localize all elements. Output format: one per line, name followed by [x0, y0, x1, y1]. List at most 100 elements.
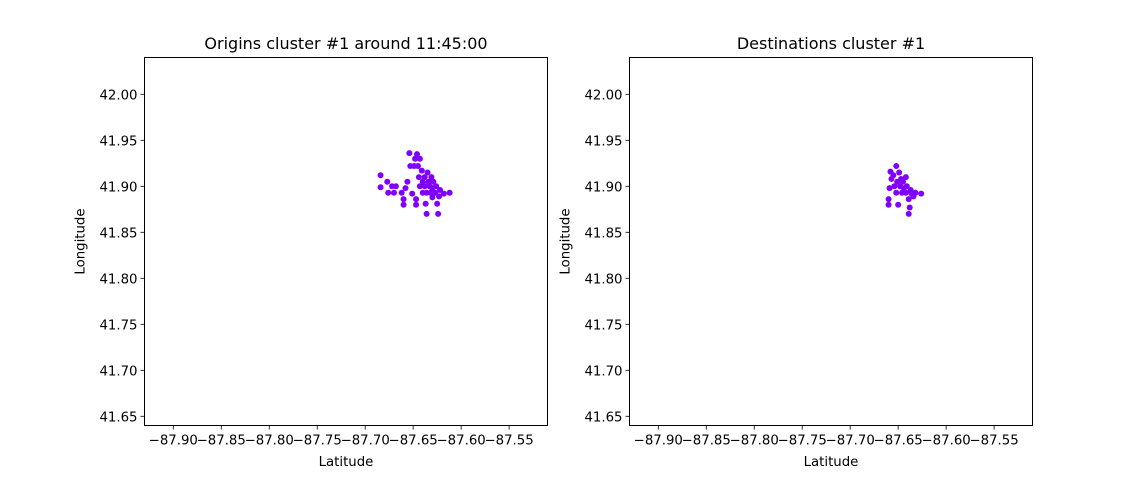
origins-data-point: [402, 185, 409, 192]
origins-data-point: [428, 174, 435, 181]
destinations-y-tick-label: 41.85: [584, 226, 622, 241]
origins-data-point: [377, 184, 384, 191]
destinations-data-point: [893, 189, 900, 196]
destinations-y-axis-label: Longitude: [559, 208, 574, 274]
origins-data-point: [418, 167, 425, 174]
destinations-data-point: [886, 185, 893, 192]
origins-data-point: [416, 155, 423, 162]
destinations-y-tick-label: 41.95: [584, 134, 622, 149]
destinations-y-tick-label: 41.70: [584, 364, 622, 379]
origins-data-point: [414, 163, 421, 170]
destinations-data-point: [896, 169, 903, 176]
origins-data-point: [414, 151, 420, 158]
origins-data-point: [419, 178, 426, 185]
destinations-x-axis-label: Latitude: [804, 455, 859, 470]
origins-y-tick-label: 41.90: [99, 180, 137, 195]
origins-chart: −87.90−87.85−87.80−87.75−87.70−87.65−87.…: [74, 34, 548, 470]
origins-x-tick-label: −87.75: [293, 434, 342, 449]
origins-data-point: [422, 200, 429, 207]
origins-data-point: [406, 150, 413, 157]
origins-y-tick-label: 41.95: [99, 134, 137, 149]
origins-data-point: [412, 155, 419, 162]
origins-data-point: [430, 178, 437, 185]
destinations-x-tick-label: −87.85: [682, 434, 731, 449]
destinations-chart: −87.90−87.85−87.80−87.75−87.70−87.65−87.…: [559, 34, 1033, 470]
origins-data-point: [415, 174, 422, 181]
destinations-y-tick-label: 41.75: [584, 318, 622, 333]
origins-data-point: [404, 178, 411, 185]
destinations-data-point: [903, 183, 910, 190]
origins-data-point: [416, 183, 423, 190]
origins-y-axis-label: Longitude: [74, 208, 89, 274]
origins-data-point: [427, 189, 434, 196]
origins-x-axis-label: Latitude: [319, 455, 374, 470]
destinations-data-point: [895, 201, 902, 208]
origins-y-tick-label: 41.75: [99, 318, 137, 333]
origins-data-point: [400, 196, 407, 203]
origins-data-point: [434, 200, 441, 207]
destinations-axes-frame: [629, 57, 1033, 426]
origins-data-point: [433, 183, 440, 190]
destinations-data-point: [890, 172, 897, 179]
destinations-y-tick-label: 41.65: [584, 410, 622, 425]
origins-y-tick-label: 42.00: [99, 88, 137, 103]
destinations-points: [885, 163, 925, 217]
destinations-data-point: [902, 189, 909, 196]
origins-data-point: [440, 190, 447, 197]
destinations-data-point: [885, 201, 892, 208]
origins-x-tick-label: −87.80: [245, 434, 294, 449]
origins-data-point: [398, 189, 405, 196]
destinations-data-point: [885, 196, 892, 203]
origins-data-point: [446, 189, 453, 196]
origins-data-point: [437, 186, 444, 193]
origins-x-tick-label: −87.85: [197, 434, 246, 449]
destinations-data-point: [891, 183, 898, 190]
origins-y-tick-label: 41.85: [99, 226, 137, 241]
destinations-y-tick-label: 42.00: [584, 88, 622, 103]
origins-x-tick-label: −87.55: [485, 434, 534, 449]
origins-y-tick-label: 41.70: [99, 364, 137, 379]
destinations-x-tick-label: −87.80: [730, 434, 779, 449]
destinations-data-point: [918, 190, 925, 197]
origins-data-point: [435, 210, 442, 217]
origins-data-point: [409, 190, 416, 197]
origins-y-tick-label: 41.65: [99, 410, 137, 425]
destinations-x-tick-label: −87.75: [778, 434, 827, 449]
origins-data-point: [425, 178, 432, 185]
origins-data-point: [392, 183, 399, 190]
destinations-chart-title: Destinations cluster #1: [737, 34, 925, 53]
origins-data-point: [421, 183, 428, 190]
origins-data-point: [385, 189, 392, 196]
destinations-data-point: [893, 163, 900, 170]
destinations-data-point: [905, 210, 912, 217]
destinations-x-tick-label: −87.70: [826, 434, 875, 449]
origins-x-tick-label: −87.65: [389, 434, 438, 449]
origins-data-point: [377, 172, 384, 179]
destinations-data-point: [906, 204, 913, 211]
origins-data-point: [413, 196, 420, 203]
origins-data-point: [432, 189, 439, 196]
origins-x-tick-label: −87.90: [149, 434, 198, 449]
origins-data-point: [421, 174, 428, 181]
origins-data-point: [390, 189, 397, 196]
destinations-x-tick-label: −87.55: [970, 434, 1019, 449]
destinations-x-tick-label: −87.90: [634, 434, 683, 449]
destinations-y-tick-label: 41.90: [584, 180, 622, 195]
destinations-x-tick-label: −87.60: [922, 434, 971, 449]
origins-axes-frame: [144, 57, 548, 426]
origins-x-tick-label: −87.70: [341, 434, 390, 449]
origins-data-point: [424, 169, 431, 176]
destinations-data-point: [902, 174, 909, 181]
origins-data-point: [413, 201, 420, 208]
destinations-data-point: [899, 178, 906, 185]
origins-data-point: [423, 210, 430, 217]
origins-data-point: [436, 193, 443, 200]
destinations-data-point: [905, 196, 912, 203]
origins-x-tick-label: −87.60: [437, 434, 486, 449]
destinations-data-point: [912, 189, 919, 196]
origins-data-point: [400, 201, 407, 208]
origins-chart-title: Origins cluster #1 around 11:45:00: [204, 34, 487, 53]
origins-data-point: [384, 178, 391, 185]
origins-points: [377, 150, 453, 217]
